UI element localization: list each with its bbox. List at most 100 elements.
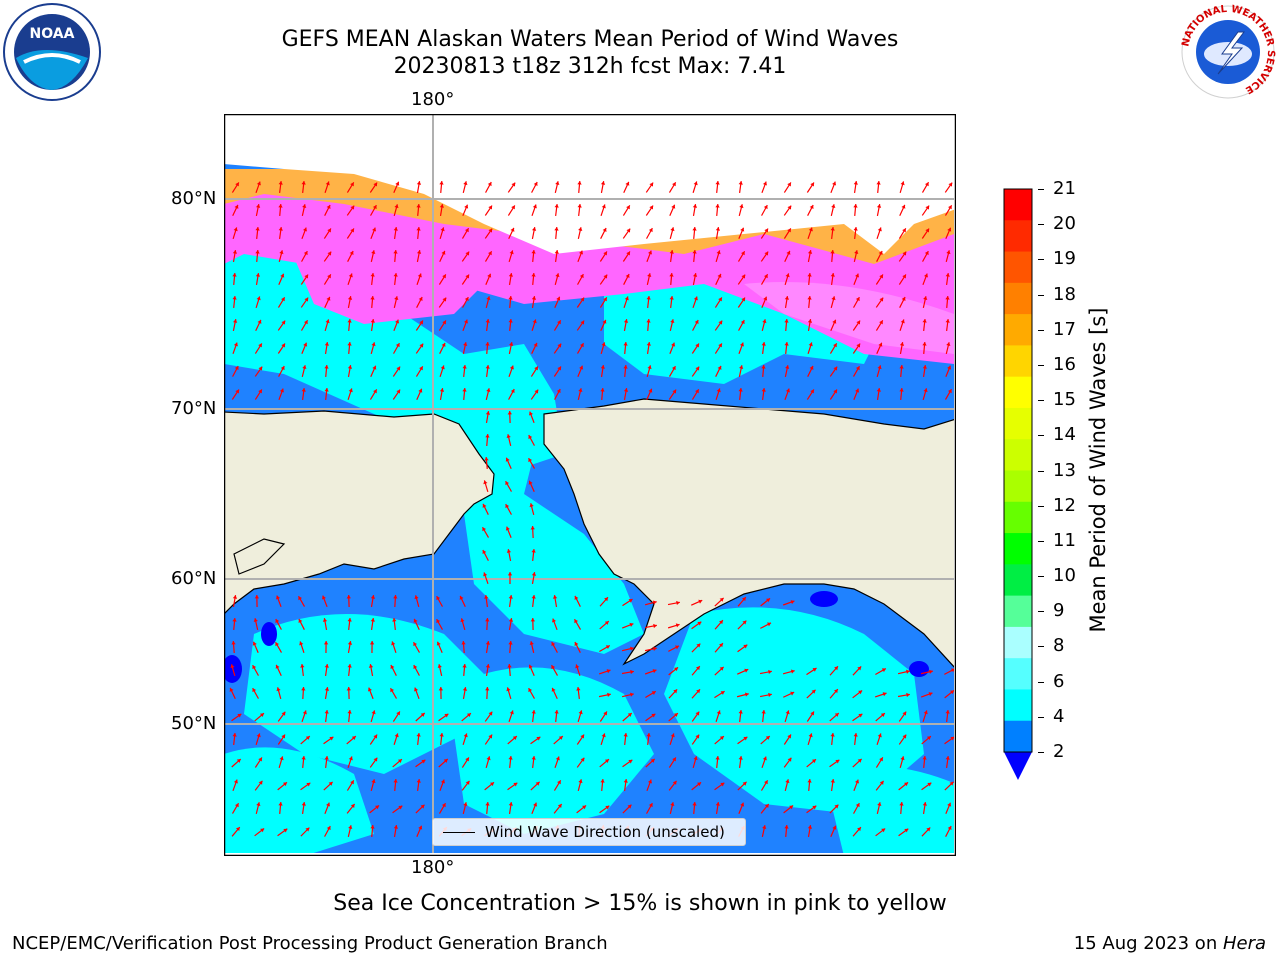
wave-direction-arrowhead — [833, 343, 837, 348]
wave-direction-arrowhead — [923, 273, 928, 278]
wave-direction-arrowhead — [414, 595, 419, 600]
wave-direction-arrowhead — [554, 250, 559, 254]
colorbar-tick-label: 16 — [1053, 353, 1076, 375]
wave-direction-arrowhead — [578, 710, 583, 715]
wave-direction-arrowhead — [436, 596, 441, 601]
wave-direction-arrowhead — [575, 664, 580, 669]
wave-direction-arrowhead — [416, 733, 421, 737]
wave-direction-arrowhead — [719, 643, 723, 648]
wave-direction-arrowhead — [787, 182, 791, 187]
wave-direction-arrowhead — [582, 805, 587, 810]
wave-direction-arrowhead — [416, 227, 421, 231]
lat-label-50: 50°N — [171, 713, 217, 734]
colorbar-tick-label: 17 — [1053, 318, 1076, 340]
wave-direction-arrowhead — [281, 297, 285, 302]
wave-direction-arrowhead — [787, 228, 791, 233]
wave-direction-arrowhead — [744, 668, 749, 673]
wave-direction-arrowhead — [695, 343, 699, 348]
wave-direction-arrowhead — [948, 205, 952, 210]
wave-direction-arrowhead — [580, 734, 585, 739]
wave-direction-arrowhead — [505, 526, 510, 531]
wave-direction-arrowhead — [393, 227, 398, 231]
wave-direction-arrowhead — [394, 733, 399, 738]
wave-direction-arrowhead — [302, 710, 307, 715]
wave-direction-arrowhead — [347, 319, 352, 323]
credit-branch: NCEP/EMC/Verification Post Processing Pr… — [12, 933, 608, 954]
wave-direction-arrowhead — [857, 758, 862, 763]
wave-direction-arrowhead — [370, 618, 375, 622]
colorbar-tick-mark — [1038, 329, 1044, 331]
wave-direction-arrowhead — [832, 319, 837, 324]
wave-direction-arrowhead — [833, 366, 838, 371]
wave-direction-arrowhead — [437, 664, 442, 668]
wave-direction-arrowhead — [298, 596, 303, 601]
wave-direction-arrowhead — [485, 641, 491, 645]
wave-direction-arrowhead — [740, 320, 745, 325]
wave-direction-arrowhead — [416, 250, 422, 254]
wave-direction-arrowhead — [692, 227, 697, 231]
chart-subtitle: 20230813 t18z 312h fcst Max: 7.41 — [393, 54, 787, 79]
wave-direction-arrowhead — [324, 342, 329, 346]
wave-direction-arrowhead — [439, 733, 444, 737]
colorbar — [1003, 188, 1033, 780]
wave-direction-arrowhead — [855, 297, 860, 302]
wave-direction-arrowhead — [807, 825, 813, 829]
wave-direction-arrowhead — [486, 296, 491, 301]
wave-direction-arrowhead — [398, 805, 403, 810]
chart-title: GEFS MEAN Alaskan Waters Mean Period of … — [281, 27, 899, 52]
wave-direction-arrowhead — [465, 228, 469, 233]
wave-direction-arrowhead — [507, 664, 512, 668]
wave-direction-arrowhead — [718, 343, 722, 348]
wave-direction-arrowhead — [922, 365, 927, 369]
wave-direction-arrowhead — [787, 757, 792, 762]
wave-direction-arrowhead — [649, 182, 654, 187]
colorbar-tick-label: 2 — [1053, 741, 1065, 762]
wave-direction-arrowhead — [947, 802, 952, 807]
wave-direction-arrowhead — [741, 297, 746, 302]
wave-direction-arrowhead — [371, 710, 376, 715]
wave-direction-arrowhead — [574, 595, 579, 600]
wave-direction-arrowhead — [416, 181, 422, 185]
wave-direction-arrowhead — [418, 297, 423, 302]
wave-direction-arrowhead — [811, 759, 816, 764]
wave-direction-arrowhead — [947, 227, 952, 232]
wave-direction-arrowhead — [233, 227, 238, 232]
wave-direction-arrowhead — [485, 434, 490, 438]
wave-direction-arrowhead — [531, 710, 536, 714]
wave-direction-arrowhead — [557, 366, 561, 371]
wave-direction-arrowhead — [605, 645, 610, 650]
wave-direction-arrowhead — [462, 388, 467, 392]
wave-direction-arrowhead — [510, 227, 515, 232]
wave-direction-arrowhead — [441, 250, 446, 255]
wave-direction-arrowhead — [902, 228, 906, 233]
wave-direction-arrowhead — [899, 388, 904, 392]
wave-direction-arrowhead — [697, 621, 702, 626]
lat-label-80: 80°N — [171, 188, 217, 209]
wave-direction-arrowhead — [600, 181, 606, 185]
colorbar-tick-label: 11 — [1053, 529, 1076, 551]
wave-direction-arrowhead — [529, 641, 534, 645]
wave-direction-arrowhead — [326, 826, 331, 831]
wave-direction-arrowhead — [258, 389, 262, 394]
wave-direction-arrowhead — [945, 273, 950, 277]
wave-direction-arrowhead — [322, 618, 328, 622]
wave-direction-arrowhead — [696, 643, 701, 648]
wave-direction-arrowhead — [766, 598, 771, 603]
wave-direction-arrowhead — [648, 250, 653, 255]
colorbar-tick-mark — [1038, 505, 1044, 507]
wave-direction-arrowhead — [604, 597, 608, 602]
wave-direction-arrowhead — [327, 228, 331, 233]
wave-direction-arrowhead — [812, 805, 817, 810]
wave-direction-arrowhead — [368, 664, 374, 668]
colorbar-segment — [1004, 470, 1032, 503]
colorbar-tick-label: 14 — [1053, 424, 1076, 446]
wave-direction-arrowhead — [785, 365, 790, 369]
wave-direction-arrowhead — [576, 687, 581, 691]
wave-direction-arrowhead — [488, 711, 493, 716]
wave-direction-arrowhead — [375, 805, 380, 810]
wave-direction-arrowhead — [531, 273, 536, 277]
wave-direction-arrowhead — [485, 802, 490, 806]
wave-direction-arrowhead — [858, 690, 863, 695]
wave-direction-arrowhead — [694, 320, 699, 325]
wave-direction-arrowhead — [487, 182, 492, 187]
